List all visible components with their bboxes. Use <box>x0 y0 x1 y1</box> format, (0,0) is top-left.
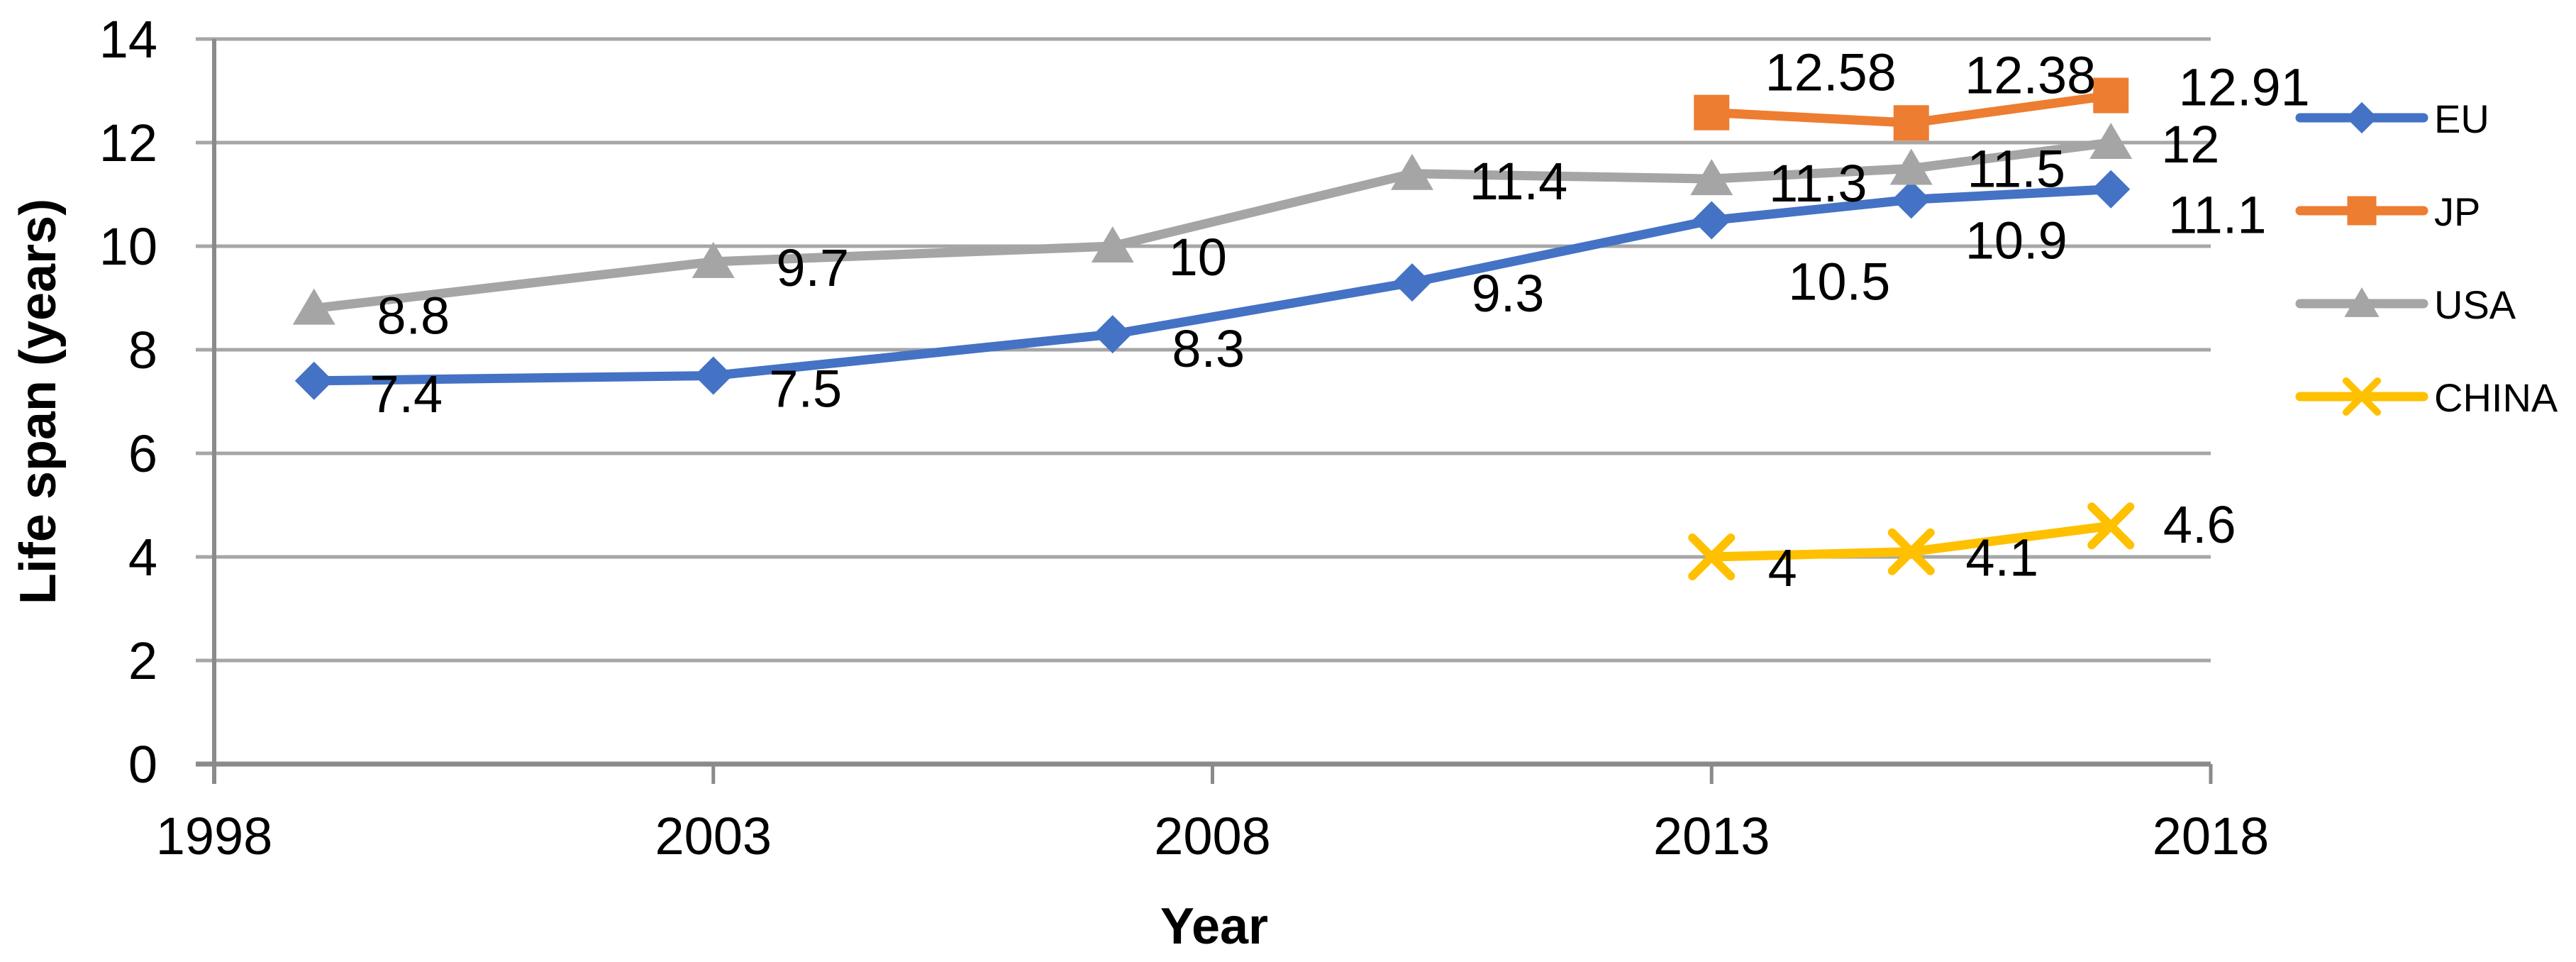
legend-item-EU: EU <box>2295 96 2489 141</box>
data-label-USA-2015: 11.5 <box>1967 140 2065 199</box>
x-tick-label-2018: 2018 <box>2153 807 2270 866</box>
data-label-EU-2017: 11.1 <box>2168 186 2267 245</box>
data-labels: 7.4 7.5 8.3 9.3 10.5 10.9 11.1 12.58 12.38 12.91 8… <box>370 43 2310 597</box>
y-axis-title: Life span (years) <box>10 199 67 604</box>
legend-label-EU: EU <box>2434 96 2489 141</box>
marker-CHINA-2013 <box>1688 533 1736 580</box>
data-label-EU-2003: 7.5 <box>769 360 842 419</box>
data-label-USA-2017: 12 <box>2161 115 2219 174</box>
legend-item-JP: JP <box>2295 189 2480 234</box>
y-tick-label-6: 6 <box>128 424 157 483</box>
marker-EU-2015 <box>1892 180 1931 219</box>
y-tick-label-0: 0 <box>128 735 157 794</box>
gridlines <box>196 37 2211 663</box>
legend-marker-CHINA-icon <box>2342 377 2382 416</box>
series-lines <box>292 77 2135 580</box>
axes <box>196 39 2213 784</box>
legend-label-CHINA: CHINA <box>2434 375 2558 420</box>
data-label-EU-2015: 10.9 <box>1965 211 2067 270</box>
data-label-USA-2007: 10 <box>1169 228 1227 287</box>
data-label-USA-2013: 11.3 <box>1769 154 1867 213</box>
x-axis-title: Year <box>1160 898 1268 955</box>
tick-labels: 0 2 4 6 8 10 12 14 1998 2003 2008 2013 2018 <box>99 10 2270 866</box>
legend-label-JP: JP <box>2434 189 2480 234</box>
legend-item-CHINA: CHINA <box>2295 375 2558 420</box>
data-label-EU-2007: 8.3 <box>1172 319 1245 378</box>
marker-USA-2003 <box>692 241 735 278</box>
data-label-JP-2013: 12.58 <box>1765 43 1897 102</box>
data-label-JP-2017: 12.91 <box>2179 58 2310 117</box>
data-label-CHINA-2017: 4.6 <box>2163 495 2236 554</box>
y-tick-label-2: 2 <box>128 631 157 690</box>
marker-EU-2010 <box>1393 263 1431 302</box>
marker-USA-1999 <box>292 288 335 325</box>
data-label-CHINA-2015: 4.1 <box>1965 529 2038 587</box>
marker-USA-2013 <box>1690 159 1733 196</box>
data-label-JP-2015: 12.38 <box>1965 45 2096 104</box>
marker-USA-2015 <box>1889 148 1933 185</box>
data-label-EU-2013: 10.5 <box>1788 253 1890 311</box>
x-tick-label-2003: 2003 <box>655 807 772 866</box>
x-tick-label-2008: 2008 <box>1154 807 1271 866</box>
marker-EU-1999 <box>294 361 333 400</box>
marker-EU-2017 <box>2092 170 2131 209</box>
y-tick-label-4: 4 <box>128 528 157 587</box>
marker-JP-2017 <box>2093 77 2129 114</box>
marker-EU-2007 <box>1093 315 1132 354</box>
y-tick-label-14: 14 <box>99 10 157 69</box>
data-label-USA-1999: 8.8 <box>377 287 450 345</box>
y-tick-label-10: 10 <box>99 217 157 276</box>
legend-marker-JP-icon <box>2347 196 2377 226</box>
legend-label-USA: USA <box>2434 282 2516 327</box>
marker-EU-2003 <box>694 356 733 395</box>
data-label-USA-2003: 9.7 <box>776 238 849 297</box>
x-tick-label-2013: 2013 <box>1653 807 1770 866</box>
legend-item-USA: USA <box>2295 282 2516 327</box>
marker-JP-2015 <box>1893 105 1929 141</box>
legend: EU JP USA CHINA <box>2295 96 2558 420</box>
y-tick-label-8: 8 <box>128 321 157 380</box>
data-label-USA-2010: 11.4 <box>1470 152 1568 211</box>
x-tick-label-1998: 1998 <box>156 807 273 866</box>
legend-marker-EU-icon <box>2345 101 2378 134</box>
legend-marker-USA-icon <box>2344 287 2380 317</box>
marker-JP-2013 <box>1694 94 1730 131</box>
data-label-CHINA-2013: 4 <box>1768 538 1797 597</box>
data-label-EU-1999: 7.4 <box>370 365 443 424</box>
marker-CHINA-2015 <box>1887 528 1935 575</box>
marker-USA-2010 <box>1391 153 1433 190</box>
data-label-EU-2010: 9.3 <box>1472 264 1545 323</box>
y-tick-label-12: 12 <box>99 114 157 172</box>
marker-EU-2013 <box>1692 201 1731 240</box>
marker-USA-2007 <box>1091 226 1134 262</box>
marker-CHINA-2017 <box>2087 502 2135 550</box>
marker-USA-2017 <box>2089 123 2133 159</box>
